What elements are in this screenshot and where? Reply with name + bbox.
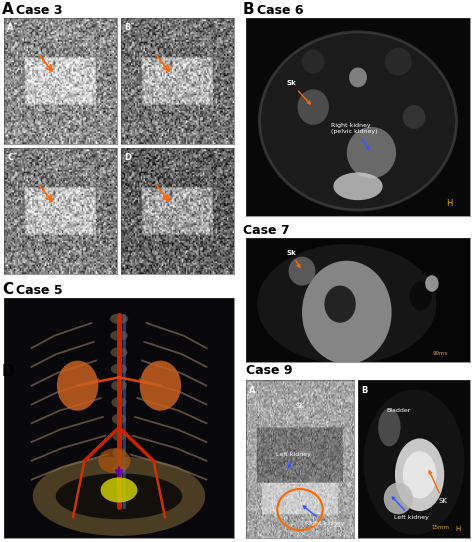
Text: D: D bbox=[2, 364, 15, 378]
Ellipse shape bbox=[289, 256, 315, 286]
Ellipse shape bbox=[110, 347, 128, 358]
Ellipse shape bbox=[113, 481, 125, 491]
Ellipse shape bbox=[113, 464, 125, 474]
Text: 90ms: 90ms bbox=[432, 351, 447, 356]
Ellipse shape bbox=[112, 430, 126, 441]
Text: C: C bbox=[8, 153, 14, 162]
Text: Right kidney
(pelvic kidney): Right kidney (pelvic kidney) bbox=[331, 123, 378, 149]
Ellipse shape bbox=[302, 50, 324, 73]
Ellipse shape bbox=[114, 498, 124, 508]
Text: B: B bbox=[124, 23, 131, 32]
Text: Case 7: Case 7 bbox=[243, 223, 290, 236]
Ellipse shape bbox=[385, 48, 412, 75]
Text: Case 6: Case 6 bbox=[257, 3, 303, 16]
Ellipse shape bbox=[378, 409, 401, 447]
Ellipse shape bbox=[140, 360, 181, 411]
Text: Case 3: Case 3 bbox=[16, 3, 63, 16]
Text: A: A bbox=[8, 23, 14, 32]
Ellipse shape bbox=[349, 68, 367, 87]
Ellipse shape bbox=[298, 89, 329, 125]
Ellipse shape bbox=[347, 127, 396, 178]
Ellipse shape bbox=[110, 330, 128, 341]
Text: H: H bbox=[456, 526, 461, 532]
Text: A: A bbox=[2, 3, 14, 17]
Ellipse shape bbox=[259, 32, 456, 210]
Ellipse shape bbox=[333, 172, 383, 200]
Text: Left kidney: Left kidney bbox=[276, 452, 311, 468]
Text: Sk: Sk bbox=[286, 249, 300, 267]
Text: H: H bbox=[446, 199, 452, 208]
Text: A: A bbox=[249, 386, 256, 395]
Ellipse shape bbox=[257, 244, 437, 364]
Ellipse shape bbox=[100, 478, 137, 502]
Ellipse shape bbox=[57, 360, 98, 411]
Text: C: C bbox=[2, 282, 13, 298]
Ellipse shape bbox=[410, 281, 432, 311]
Ellipse shape bbox=[403, 105, 425, 129]
Text: D: D bbox=[124, 153, 131, 162]
Text: SK: SK bbox=[296, 403, 304, 409]
Text: B: B bbox=[243, 3, 255, 17]
Text: Case 5: Case 5 bbox=[16, 283, 63, 296]
Text: Right kidney: Right kidney bbox=[303, 506, 345, 526]
Ellipse shape bbox=[112, 414, 126, 424]
Ellipse shape bbox=[425, 275, 438, 292]
Text: 15mm: 15mm bbox=[432, 525, 450, 530]
Ellipse shape bbox=[111, 397, 127, 408]
Ellipse shape bbox=[33, 456, 205, 536]
Ellipse shape bbox=[403, 451, 437, 499]
Text: Sk: Sk bbox=[286, 80, 310, 104]
Ellipse shape bbox=[395, 438, 444, 511]
Ellipse shape bbox=[111, 380, 127, 391]
Ellipse shape bbox=[384, 483, 413, 514]
Ellipse shape bbox=[302, 261, 392, 364]
Ellipse shape bbox=[112, 447, 126, 457]
Ellipse shape bbox=[111, 364, 127, 374]
Ellipse shape bbox=[364, 390, 465, 535]
Ellipse shape bbox=[98, 448, 130, 473]
Text: B: B bbox=[361, 386, 368, 395]
Ellipse shape bbox=[110, 314, 128, 324]
Text: Bladder: Bladder bbox=[386, 408, 410, 412]
Ellipse shape bbox=[324, 286, 356, 322]
Text: Left kidney: Left kidney bbox=[392, 497, 428, 520]
Ellipse shape bbox=[56, 473, 182, 519]
Text: SK: SK bbox=[429, 471, 447, 504]
Text: Case 9: Case 9 bbox=[246, 365, 292, 377]
